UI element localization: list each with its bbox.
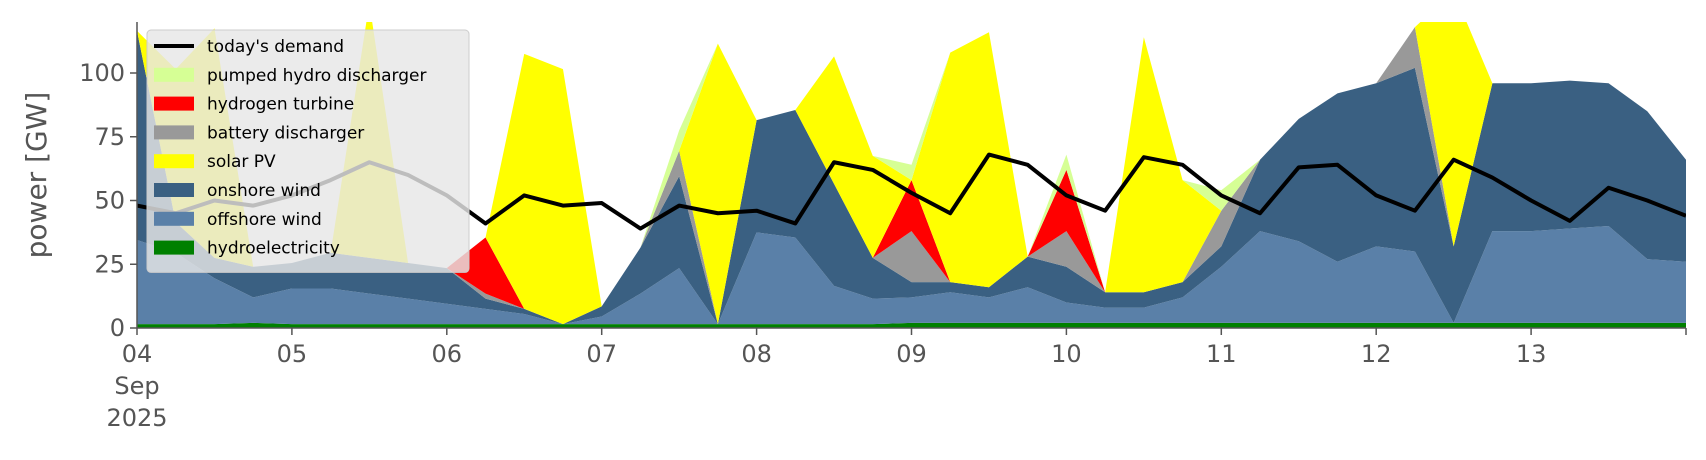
x-tick-label: 09 [896, 340, 927, 368]
x-tick-label: 08 [741, 340, 772, 368]
legend-label-solar-pv: solar PV [207, 152, 276, 172]
legend-label-hydroelectricity: hydroelectricity [207, 239, 340, 259]
legend: today's demand pumped hydro discharger hyd… [146, 29, 470, 273]
x-tick-label: 10 [1051, 340, 1082, 368]
stacked-areas [137, 22, 1686, 328]
y-tick-label: 75 [94, 123, 125, 151]
legend-swatch-solar-pv [154, 154, 194, 169]
x-tick-label: 04 [122, 340, 153, 368]
legend-box [146, 29, 470, 273]
axes: 0 25 50 75 100 04 Sep 2025 05 06 07 08 09 10 11 12 13 pow… [20, 22, 1687, 432]
legend-swatch-hydrogen-turbine [154, 96, 194, 111]
y-axis-title: power [GW] [20, 92, 53, 259]
x-tick-label: 12 [1361, 340, 1392, 368]
y-tick-label: 25 [94, 250, 125, 278]
y-tick-label: 100 [79, 59, 125, 87]
y-tick-label: 50 [94, 187, 125, 215]
legend-label-pumped-hydro-discharger: pumped hydro discharger [207, 66, 426, 86]
x-tick-label: 07 [586, 340, 617, 368]
area-offshore-wind [137, 226, 1686, 325]
legend-swatch-offshore-wind [154, 211, 194, 226]
x-tick-sublabel: Sep [114, 372, 159, 400]
legend-swatch-onshore-wind [154, 183, 194, 197]
x-tick-label: 05 [277, 340, 308, 368]
x-tick-label: 11 [1206, 340, 1237, 368]
x-tick-sublabel: 2025 [106, 404, 167, 432]
x-tick-label: 13 [1516, 340, 1547, 368]
area-solar-pv [137, 22, 1686, 325]
area-onshore-wind [137, 30, 1686, 325]
legend-swatch-hydroelectricity [154, 240, 194, 255]
legend-label-offshore-wind: offshore wind [207, 210, 322, 230]
legend-swatch-pumped-hydro-discharger [154, 67, 194, 82]
area-battery-discharger [137, 27, 1686, 325]
legend-label-battery-discharger: battery discharger [207, 123, 364, 143]
legend-label-hydrogen-turbine: hydrogen turbine [207, 95, 354, 115]
y-tick-label: 0 [110, 314, 125, 342]
x-tick-label: 06 [432, 340, 463, 368]
legend-label-onshore-wind: onshore wind [207, 181, 321, 201]
legend-swatch-battery-discharger [154, 125, 194, 140]
legend-label-today-s-demand: today's demand [207, 37, 344, 57]
